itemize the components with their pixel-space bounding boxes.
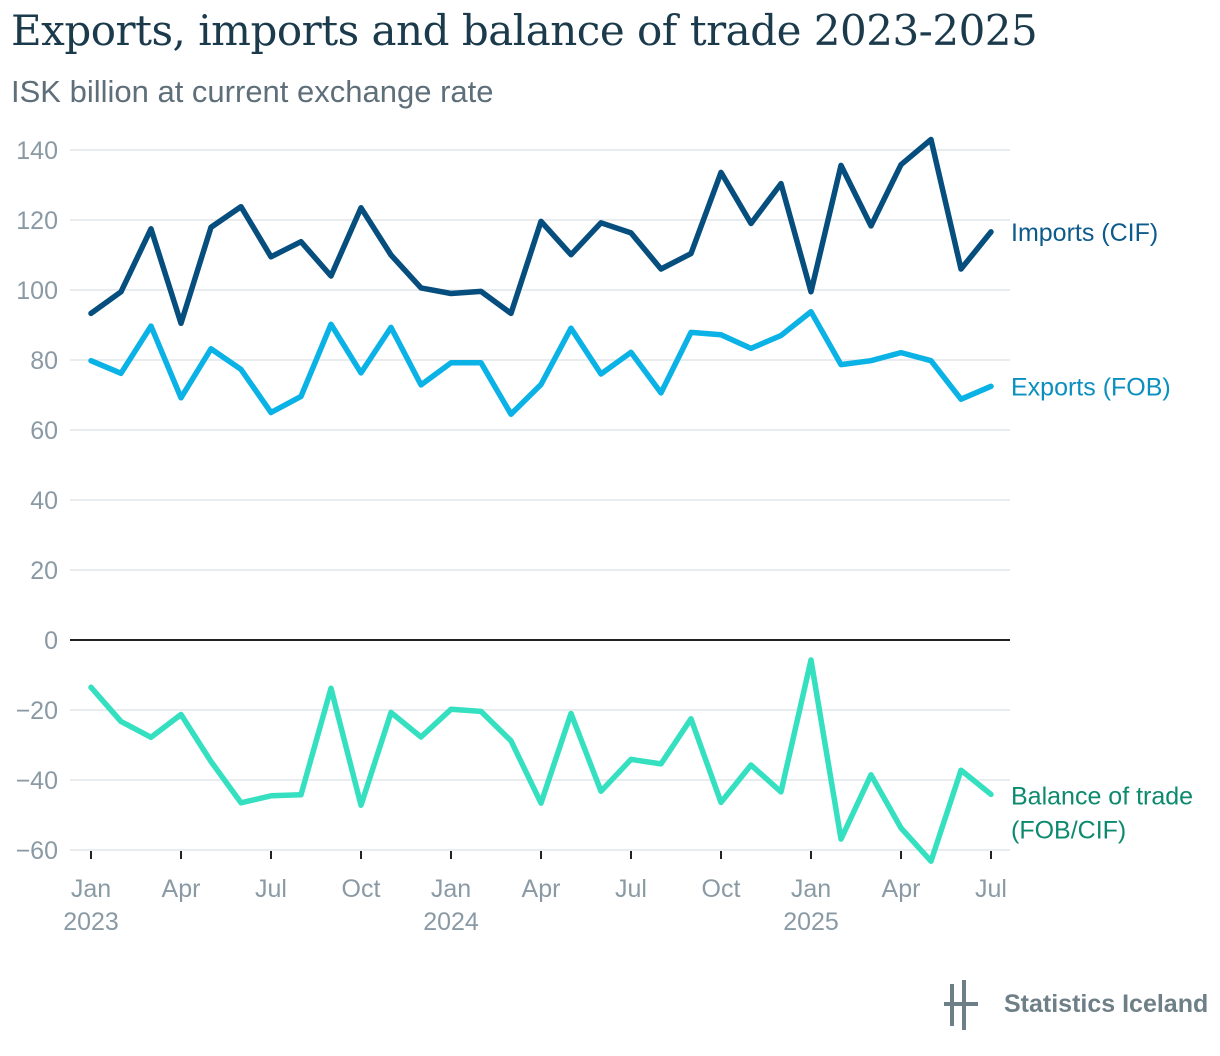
x-tick-label: Jul <box>255 875 287 903</box>
y-tick-label: 20 <box>30 557 58 585</box>
chart-subtitle: ISK billion at current exchange rate <box>11 74 494 109</box>
y-tick-label: 0 <box>44 627 58 655</box>
series-line-2 <box>88 308 994 417</box>
series-line-3 <box>88 657 994 864</box>
y-tick-label: 140 <box>16 137 58 165</box>
series-label-1: Imports (CIF) <box>1011 219 1158 247</box>
series-line-1 <box>88 136 994 327</box>
x-tick-year: 2025 <box>783 908 839 936</box>
y-tick-label: 40 <box>30 487 58 515</box>
x-tick-label: Jan <box>791 875 831 903</box>
y-tick-label: −60 <box>16 837 58 865</box>
y-tick-label: 120 <box>16 207 58 235</box>
statistics-iceland-logo-icon <box>944 980 978 1030</box>
x-tick-label: Apr <box>882 875 921 903</box>
line-chart: 140 120 100 80 60 40 20 0 −20 −40 −60 Jan 2023 Apr Ju… <box>16 136 1193 936</box>
y-tick-label: −40 <box>16 767 58 795</box>
x-tick-label: Jul <box>975 875 1007 903</box>
x-tick-label: Apr <box>162 875 201 903</box>
y-tick-label: 100 <box>16 277 58 305</box>
logo-text: Statistics Iceland <box>1004 990 1209 1018</box>
y-tick-label: 80 <box>30 347 58 375</box>
x-tick-year: 2023 <box>63 908 119 936</box>
series-label-3: (FOB/CIF) <box>1011 816 1126 844</box>
chart-title: Exports, imports and balance of trade 20… <box>11 6 1038 55</box>
series-lines <box>88 136 994 864</box>
x-tick-label: Jul <box>615 875 647 903</box>
x-tick-label: Apr <box>522 875 561 903</box>
series-labels: Imports (CIF) Exports (FOB) Balance of tra… <box>1011 219 1193 844</box>
series-label-3: Balance of trade <box>1011 782 1193 810</box>
series-label-2: Exports (FOB) <box>1011 373 1171 401</box>
x-axis: Jan 2023 Apr Jul Oct Jan 2024 Apr Jul Oct Jan 2025 A… <box>63 851 1007 936</box>
x-tick-label: Oct <box>342 875 381 903</box>
grid-lines <box>70 149 1010 851</box>
y-axis: 140 120 100 80 60 40 20 0 −20 −40 −60 <box>16 137 58 865</box>
x-tick-label: Jan <box>71 875 111 903</box>
y-tick-label: −20 <box>16 697 58 725</box>
x-tick-label: Jan <box>431 875 471 903</box>
x-tick-year: 2024 <box>423 908 479 936</box>
statistics-iceland-logo: Statistics Iceland <box>944 980 1214 1030</box>
y-tick-label: 60 <box>30 417 58 445</box>
x-tick-label: Oct <box>702 875 741 903</box>
